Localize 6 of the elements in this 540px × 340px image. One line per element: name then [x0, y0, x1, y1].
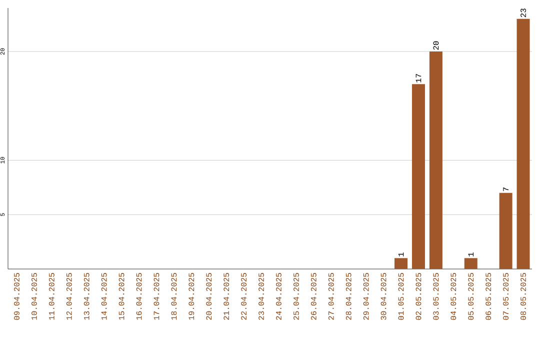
bar	[516, 18, 530, 269]
bar	[412, 84, 425, 269]
bar	[464, 258, 478, 269]
bar	[499, 192, 512, 269]
bar	[394, 258, 408, 269]
bar	[429, 52, 442, 269]
